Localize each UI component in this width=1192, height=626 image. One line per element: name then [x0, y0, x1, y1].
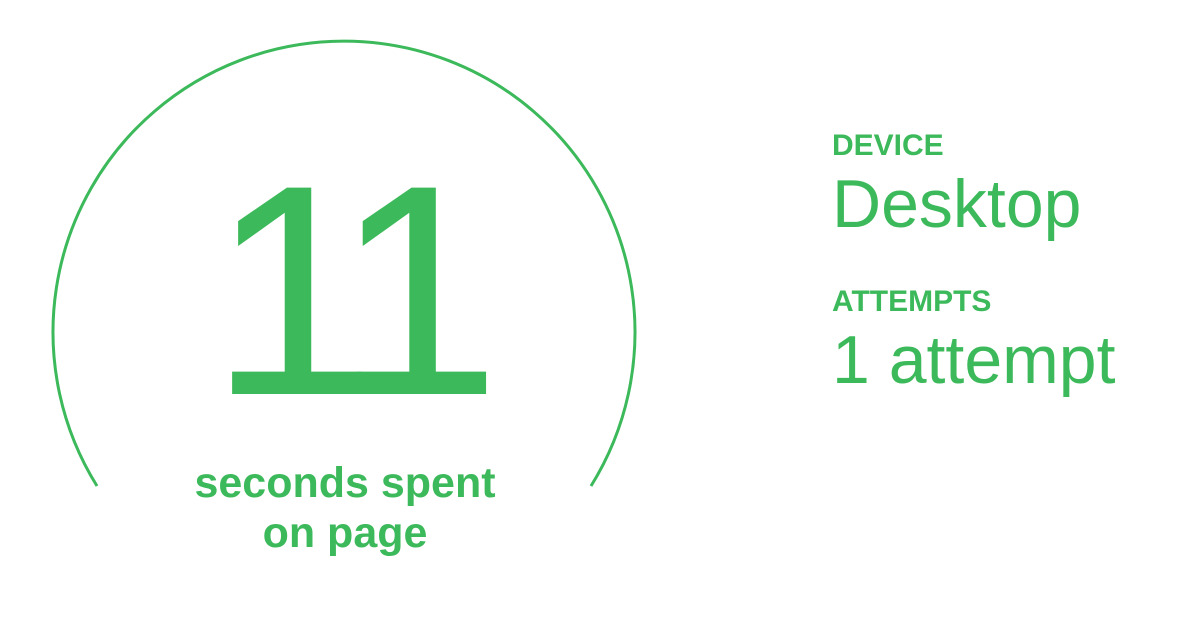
device-label: DEVICE — [832, 129, 944, 162]
seconds-caption: seconds spent on page — [140, 458, 550, 558]
seconds-caption-line1: seconds spent — [194, 459, 496, 507]
stats-panel: DEVICE Desktop ATTEMPTS 1 attempt — [832, 126, 1172, 398]
attempts-label: ATTEMPTS — [832, 285, 992, 318]
seconds-count: 11 — [209, 122, 500, 458]
timer-arc — [51, 39, 637, 487]
attempts-value: 1 attempt — [832, 322, 1116, 398]
device-value: Desktop — [832, 166, 1082, 242]
seconds-caption-line2: on page — [262, 509, 428, 557]
timer-arc-graphic — [51, 39, 637, 487]
